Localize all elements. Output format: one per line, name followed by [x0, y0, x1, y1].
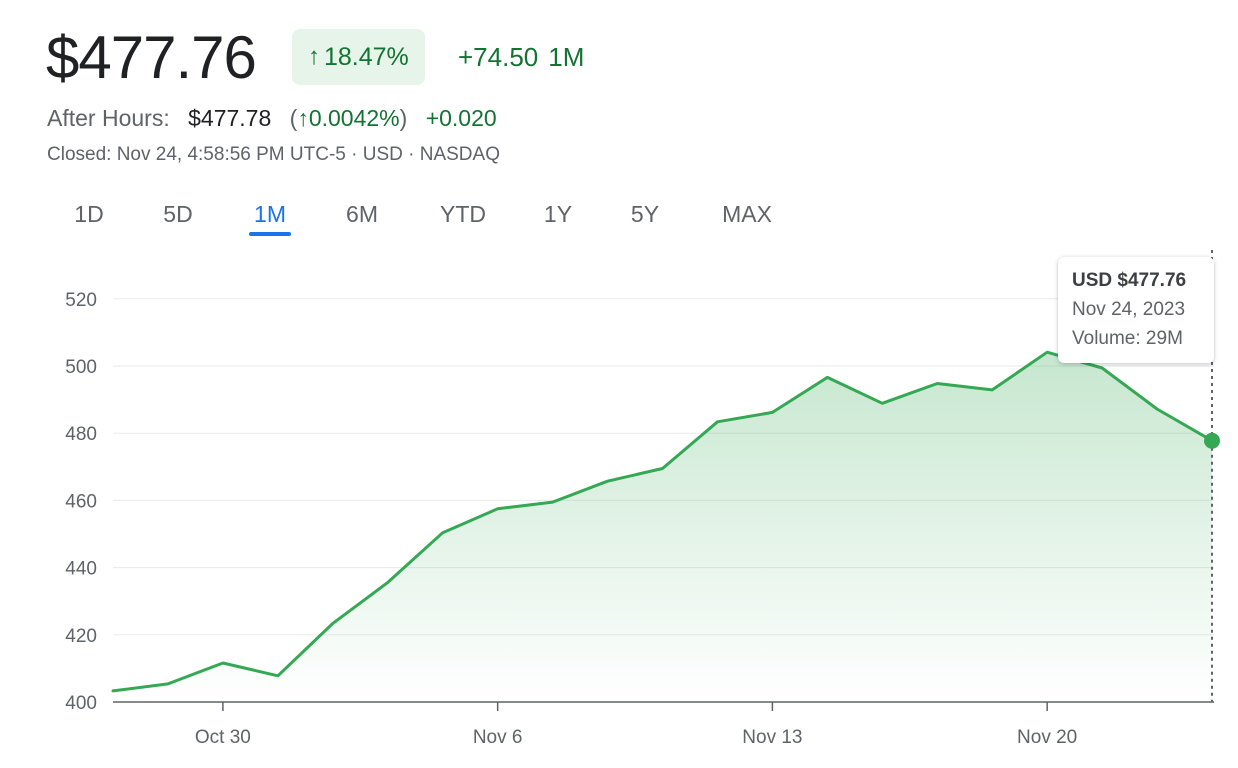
y-tick-label: 440: [65, 559, 97, 580]
data-point-nov-20: [1045, 350, 1049, 354]
data-point-nov-16: [935, 381, 939, 385]
data-point-oct-26: [111, 689, 115, 693]
after-hours-label: After Hours:: [47, 105, 170, 131]
y-tick-label: 480: [65, 424, 97, 445]
arrow-up-icon: ↑: [297, 105, 309, 131]
change-period: 1M: [548, 42, 585, 72]
data-point-nov-15: [880, 401, 884, 405]
tab-1d[interactable]: 1D: [74, 201, 104, 227]
tooltip-price: USD $477.76: [1072, 270, 1187, 291]
data-point-nov-3: [441, 531, 445, 535]
percent-change-badge: ↑ 18.47%: [292, 29, 425, 85]
x-tick-label: Oct 30: [195, 727, 251, 748]
tab-max[interactable]: MAX: [722, 201, 772, 227]
price-chart: 400 420 440 460 480 500 520 Oct 30 Nov 6 Nov 13 No…: [65, 250, 1220, 748]
data-point-nov-6: [496, 507, 500, 511]
data-point-nov-10: [715, 420, 719, 424]
data-point-oct-30: [221, 661, 225, 665]
data-point-nov-8: [606, 479, 610, 483]
tab-1m[interactable]: 1M: [254, 201, 286, 227]
data-point-nov-7: [551, 500, 555, 504]
data-point-nov-17: [990, 388, 994, 392]
x-tick-label: Nov 13: [742, 727, 802, 748]
highlight-dot: [1204, 432, 1220, 449]
data-point-nov-9: [661, 466, 665, 470]
after-hours-delta: +0.020: [425, 105, 497, 131]
absolute-change: +74.50 1M: [458, 40, 594, 74]
absolute-change-value: +74.50: [458, 42, 539, 72]
tab-5y[interactable]: 5Y: [630, 201, 660, 227]
range-tabs: 1D 5D 1M 6M YTD 1Y 5Y MAX: [0, 196, 900, 240]
active-tab-indicator: [249, 232, 291, 236]
price-line: [111, 350, 1214, 693]
tab-6m[interactable]: 6M: [346, 201, 378, 227]
after-hours-row: After Hours: $477.78 (↑0.0042%) +0.020: [47, 105, 497, 131]
tab-ytd[interactable]: YTD: [440, 201, 486, 227]
chart-tooltip: USD $477.76 Nov 24, 2023 Volume: 29M: [1058, 257, 1214, 363]
tab-1y[interactable]: 1Y: [543, 201, 573, 227]
x-tick-label: Nov 20: [1017, 727, 1077, 748]
data-point-nov-1: [331, 621, 335, 625]
after-hours-price: $477.78: [188, 105, 272, 131]
x-tick-label: Nov 6: [473, 727, 523, 748]
data-point-nov-22: [1155, 407, 1159, 411]
current-price: $477.76: [46, 24, 257, 91]
percent-change-value: 18.47%: [324, 42, 409, 71]
after-hours-percent: 0.0042%: [308, 105, 400, 131]
y-tick-label: 400: [65, 693, 97, 714]
tab-5d[interactable]: 5D: [163, 201, 193, 227]
tooltip-date: Nov 24, 2023: [1072, 299, 1186, 320]
data-point-oct-27: [166, 682, 170, 686]
data-point-nov-2: [386, 580, 390, 584]
y-tick-label: 500: [65, 357, 97, 378]
arrow-up-icon: ↑: [308, 43, 320, 70]
tooltip-volume: Volume: 29M: [1072, 328, 1183, 349]
data-point-nov-14: [825, 375, 829, 379]
y-tick-label: 460: [65, 491, 97, 512]
y-tick-label: 520: [65, 290, 97, 311]
data-point-nov-21: [1100, 366, 1104, 370]
market-status: Closed: Nov 24, 4:58:56 PM UTC-5 · USD ·…: [47, 144, 500, 165]
data-point-oct-31: [276, 674, 280, 678]
y-tick-label: 420: [65, 626, 97, 647]
data-point-nov-13: [770, 410, 774, 414]
price-area: [113, 352, 1212, 702]
